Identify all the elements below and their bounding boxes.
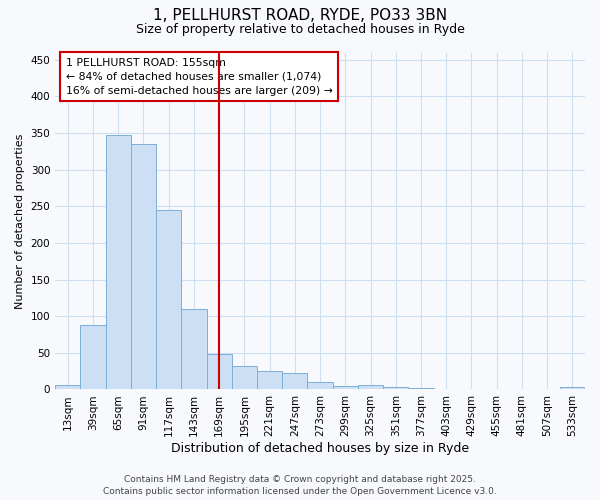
Bar [232,366,257,390]
Bar [131,144,156,390]
Text: Size of property relative to detached houses in Ryde: Size of property relative to detached ho… [136,22,464,36]
Bar [282,374,307,390]
Bar [106,134,131,390]
Bar [560,388,585,390]
Bar [509,388,535,390]
Bar [434,388,459,390]
Bar [257,371,282,390]
Text: Contains HM Land Registry data © Crown copyright and database right 2025.
Contai: Contains HM Land Registry data © Crown c… [103,475,497,496]
Bar [484,388,509,390]
Bar [535,388,560,390]
Bar [55,385,80,390]
Text: 1 PELLHURST ROAD: 155sqm
← 84% of detached houses are smaller (1,074)
16% of sem: 1 PELLHURST ROAD: 155sqm ← 84% of detach… [66,58,332,96]
Bar [409,388,434,390]
X-axis label: Distribution of detached houses by size in Ryde: Distribution of detached houses by size … [171,442,469,455]
Bar [80,325,106,390]
Bar [383,386,409,390]
Bar [156,210,181,390]
Y-axis label: Number of detached properties: Number of detached properties [15,134,25,308]
Bar [358,385,383,390]
Bar [307,382,332,390]
Text: 1, PELLHURST ROAD, RYDE, PO33 3BN: 1, PELLHURST ROAD, RYDE, PO33 3BN [153,8,447,22]
Bar [206,354,232,390]
Bar [332,386,358,390]
Bar [181,309,206,390]
